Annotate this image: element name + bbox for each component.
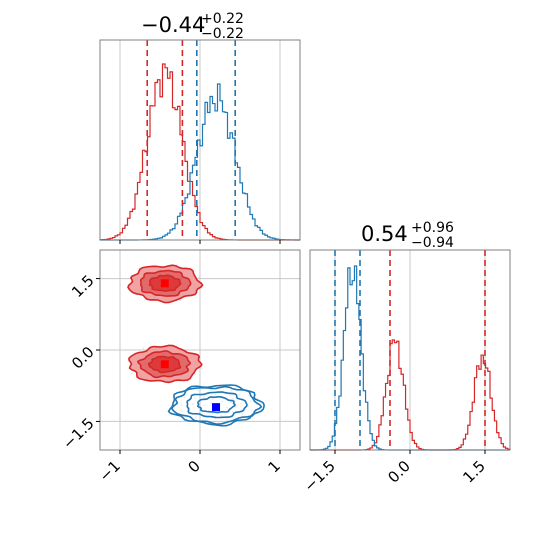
density-blue-cluster-0-contour-outer (167, 384, 265, 427)
density-blue-cluster-0-dot-46 (180, 410, 183, 412)
top-left-histogram-panel (99, 39, 301, 244)
density-blue-cluster-0-dot-15 (212, 412, 214, 415)
bottom-right-x-ticklabels: −1.5 0.0 1.5 (301, 457, 489, 495)
density-red-cluster-1-dot-68 (200, 367, 203, 370)
bottom-left-y-ticklabels: −1.5 0.0 1.5 (59, 272, 97, 453)
density-ytick-label-1: 0.0 (68, 343, 98, 373)
density-blue-cluster-0-dot-23 (220, 414, 223, 417)
bottom-right-histogram-panel (309, 249, 511, 454)
density-blue-cluster-0-dot-9 (199, 401, 202, 403)
density-blue-cluster-0-dot-17 (192, 403, 194, 406)
density-blue-cluster-0-dot-19 (214, 393, 217, 396)
density-ytick-label-2: 1.5 (68, 272, 98, 302)
density-blue-marker-0 (212, 403, 220, 412)
density-blue-cluster-0-dot-18 (231, 411, 234, 413)
density-blue-cluster-0-dot-7 (208, 409, 210, 412)
density-red-cluster-1-dot-58 (185, 349, 188, 352)
density-blue-cluster-0-dot-45 (230, 389, 233, 392)
density-blue-cluster-0-dot-40 (210, 389, 212, 392)
density-blue-cluster-0-dot-16 (232, 397, 235, 400)
density-red-cluster-0-dot-63 (198, 276, 201, 279)
bottom-right-title-value: 0.54 (361, 222, 408, 246)
bottom-left-x-ticklabels: −1 0 1 (96, 457, 284, 485)
bottom-right-title-sub: −0.94 (411, 235, 454, 251)
density-blue-cluster-0-dot-47 (250, 409, 253, 412)
density-blue-cluster-0-dot-43 (183, 396, 186, 399)
top-left-title-value: −0.44 (141, 13, 205, 37)
density-blue-cluster-0-contour-1 (186, 391, 248, 419)
density-blue-cluster-0-dot-12 (198, 407, 200, 410)
density-blue-cluster-0-dot-26 (240, 409, 243, 411)
density-blue-cluster-0-dot-38 (180, 404, 183, 407)
density-blue-cluster-0-dot-57 (218, 421, 221, 424)
density-blue-cluster-0-dot-36 (214, 417, 216, 420)
density-red-cluster-1-dot-69 (142, 347, 145, 350)
density-blue-cluster-0-dot-22 (193, 397, 196, 400)
density-xtick-label-0: −1 (96, 457, 124, 485)
density-blue-cluster-0-dot-5 (225, 406, 228, 409)
density-blue-cluster-0-dot-41 (195, 416, 197, 418)
density-xtick-label-2: 1 (265, 457, 284, 476)
density-blue-cluster-0-dot-44 (226, 418, 229, 421)
density-red-cluster-0-dot-65 (179, 299, 182, 302)
density-blue-cluster-0-dot-37 (238, 393, 241, 396)
density-blue-cluster-0-contour-0 (170, 385, 263, 425)
density-red-cluster-1-dot-67 (131, 372, 133, 375)
hist2-xtick-label-1: 0.0 (384, 457, 414, 487)
density-blue-cluster-0-dot-1 (210, 401, 212, 404)
density-red-marker-1 (160, 360, 169, 369)
density-blue-cluster-0-dot-21 (240, 402, 243, 405)
density-blue-cluster-0-dot-6 (211, 398, 214, 400)
density-blue-cluster-0-dot-42 (250, 400, 252, 403)
top-left-title-sup: +0.22 (201, 11, 244, 27)
density-blue-cluster-0-dot-20 (198, 411, 201, 414)
density-blue-cluster-0-dot-39 (241, 413, 244, 415)
density-blue-cluster-0-dot-8 (230, 401, 233, 404)
density-blue-cluster-0-contour-2 (197, 396, 236, 414)
density-ytick-label-0: −1.5 (59, 414, 97, 452)
bottom-right-title-sup: +0.96 (411, 220, 454, 236)
density-blue-cluster-0-dot-24 (229, 394, 231, 396)
density-blue-cluster-0-dot-34 (247, 405, 250, 408)
bottom-left-density-panel (96, 249, 301, 454)
top-left-title-sub: −0.22 (201, 26, 244, 42)
density-blue-cluster-0-dot-59 (173, 406, 176, 409)
density-blue-cluster-0-dot-4 (203, 404, 206, 407)
density-blue-cluster-0-dot-50 (248, 394, 250, 397)
density-blue-cluster-0-dot-3 (221, 400, 224, 403)
hist2-xtick-label-2: 1.5 (459, 457, 489, 487)
density-blue-cluster-0-dot-14 (203, 396, 206, 399)
density-red-marker-0 (160, 279, 169, 288)
density-blue-cluster-0-dot-48 (197, 389, 200, 392)
hist2-xtick-label-0: −1.5 (301, 457, 339, 495)
density-xtick-label-1: 0 (185, 457, 204, 476)
